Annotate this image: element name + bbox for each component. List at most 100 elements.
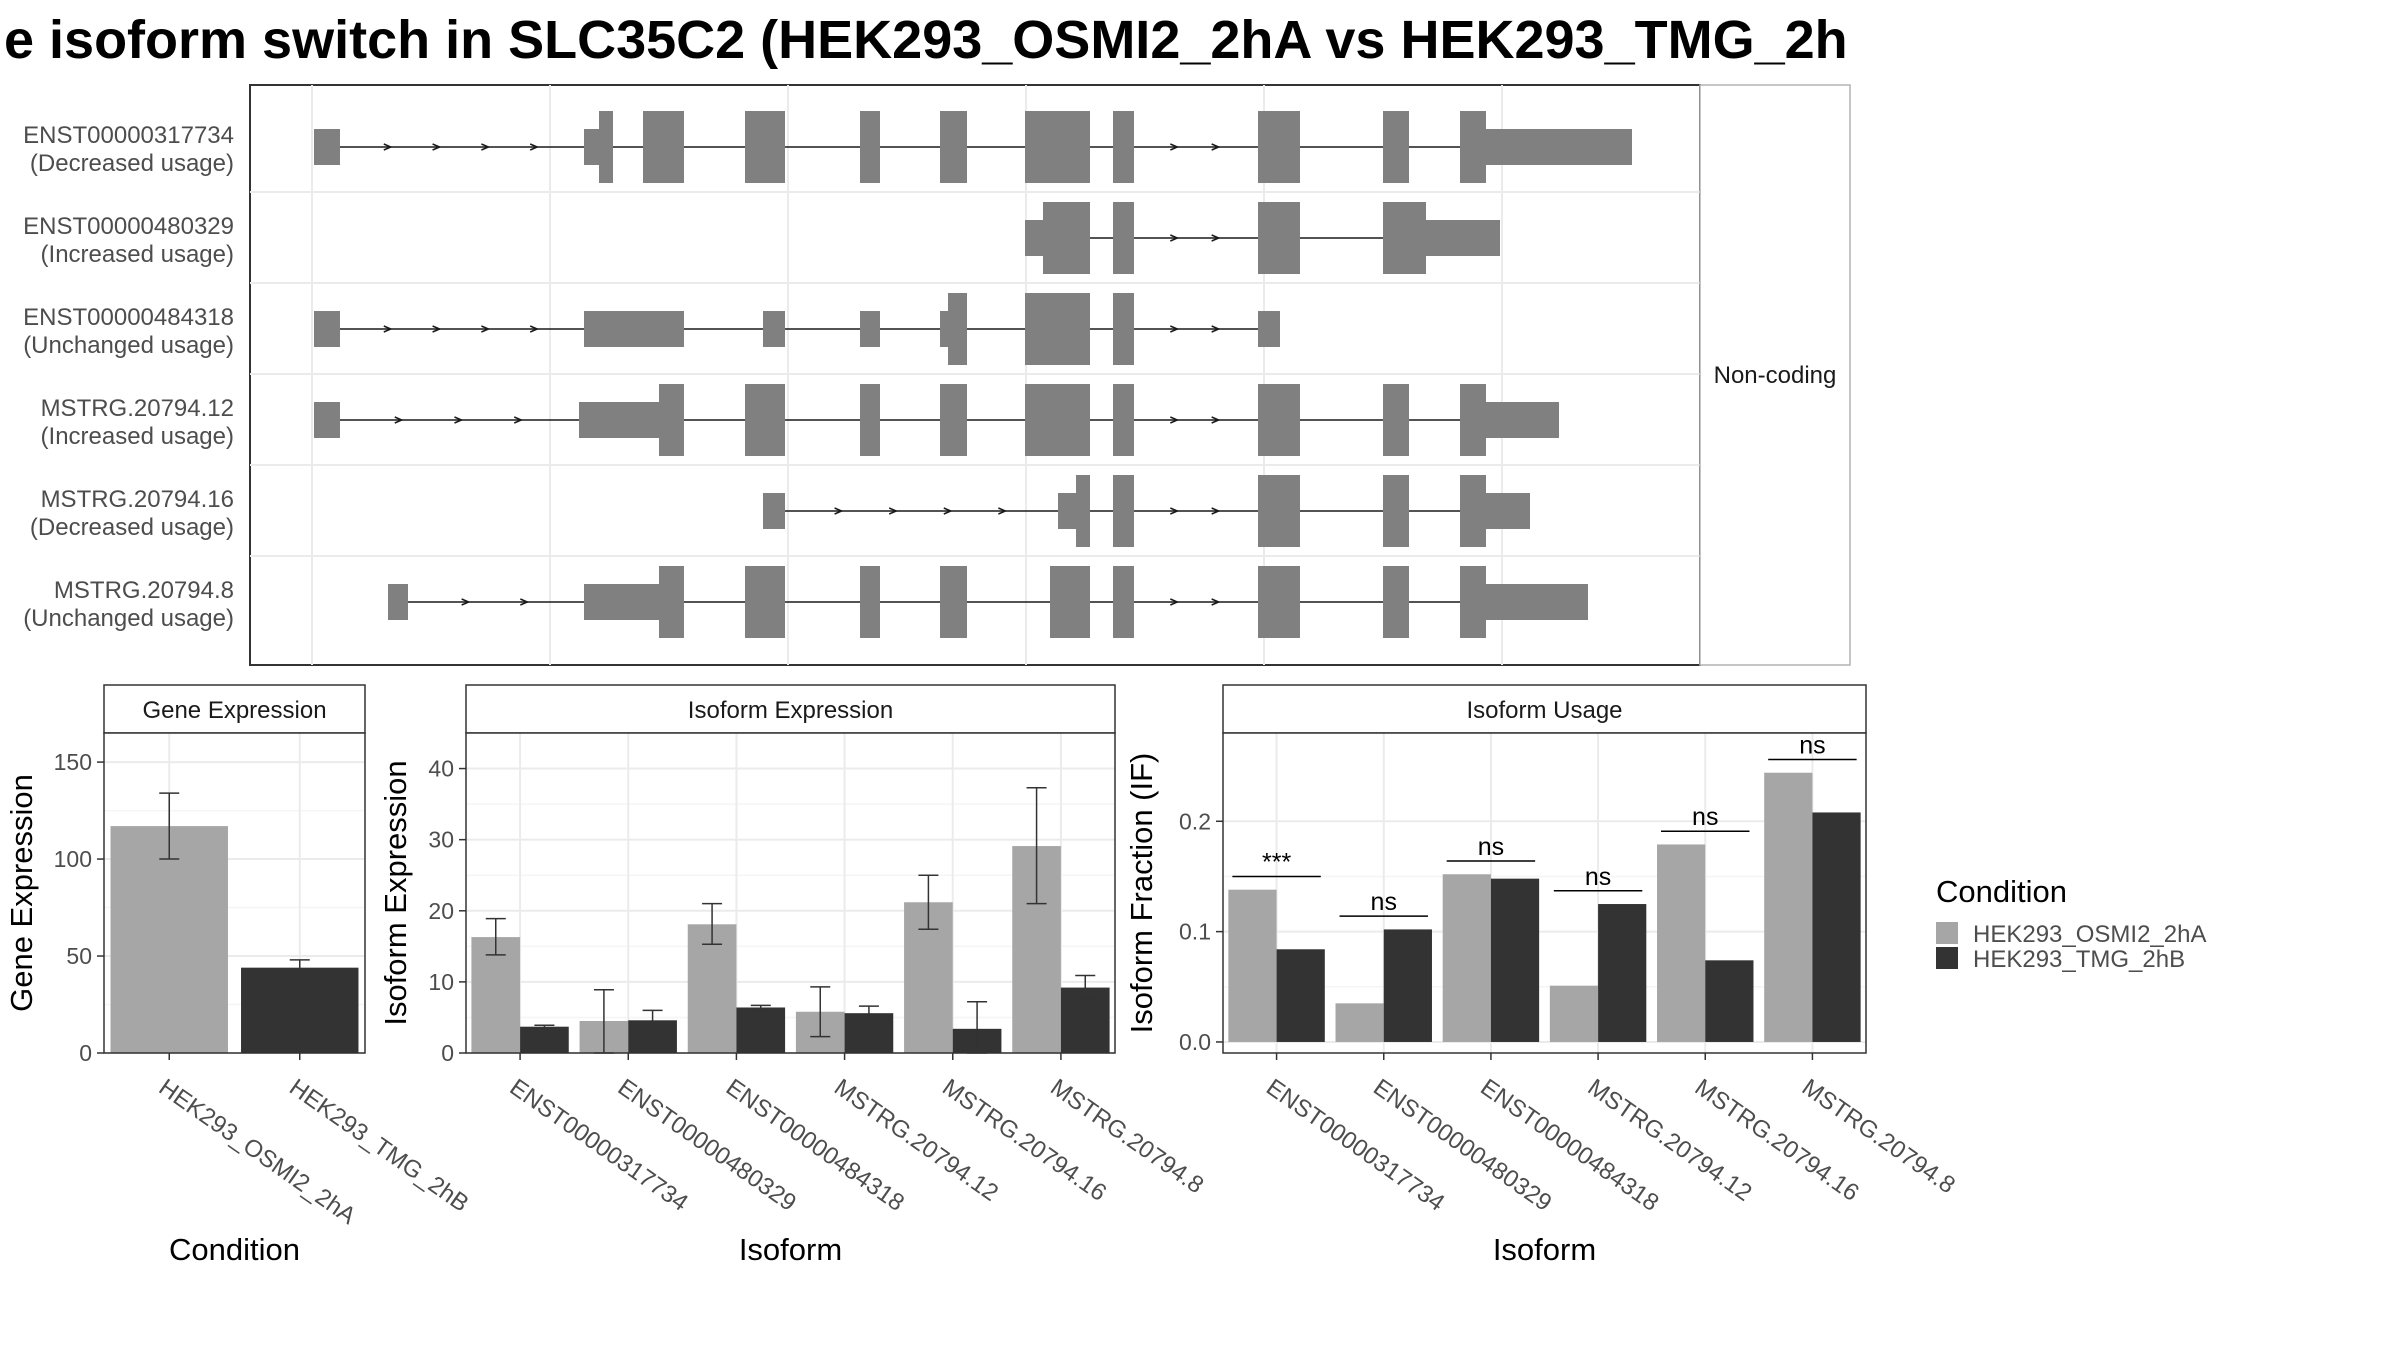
exon-block — [1113, 202, 1134, 274]
intron-arrow — [513, 416, 524, 424]
intron-arrow — [481, 325, 491, 333]
x-tick-label: ENST00000317734 — [1261, 1074, 1449, 1217]
exon-block — [1258, 475, 1300, 547]
significance-label: ns — [1692, 803, 1718, 831]
exon-block — [1383, 384, 1409, 456]
transcript-name-label: MSTRG.20794.8 — [54, 577, 234, 604]
y-tick-label: 0 — [441, 1040, 454, 1066]
exon-block — [763, 493, 785, 529]
exon-block — [1383, 111, 1409, 183]
exon-block — [1460, 475, 1486, 547]
transcript-usage-label: (Increased usage) — [41, 423, 234, 450]
exon-block — [1258, 202, 1300, 274]
panel-background — [1223, 733, 1866, 1053]
exon-block — [860, 111, 880, 183]
bar-tmg — [241, 967, 359, 1053]
transcript-structure-panel: ENST00000317734(Decreased usage)ENST0000… — [23, 84, 1851, 666]
transcript-usage-label: (Decreased usage) — [30, 514, 234, 541]
exon-block — [599, 111, 613, 183]
panel-strip — [1222, 684, 1867, 734]
panel-border — [1222, 732, 1867, 1054]
exon-block — [1460, 384, 1486, 456]
intron-arrow — [454, 416, 464, 424]
intron-arrow — [1170, 598, 1180, 606]
intron-arrow — [394, 416, 404, 424]
intron-arrow — [998, 507, 1008, 515]
bar-osmi2 — [1764, 772, 1813, 1042]
exon-block — [584, 311, 684, 347]
intron-arrow — [383, 143, 393, 151]
plot-title: e isoform switch in SLC35C2 (HEK293_OSMI… — [4, 10, 1848, 70]
y-tick-label: 0.2 — [1179, 808, 1211, 834]
legend-title: Condition — [1936, 874, 2067, 909]
exon-block — [1383, 566, 1409, 638]
y-axis-title: Gene Expression — [4, 774, 39, 1012]
isoform-expression-panel: Isoform Expression 0 10 20 30 40 ENST000003177… — [378, 684, 1208, 1267]
x-axis-title: Isoform — [1493, 1232, 1596, 1267]
exon-block — [745, 111, 785, 183]
exon-block — [659, 384, 684, 456]
transcript-usage-label: (Decreased usage) — [30, 150, 234, 177]
y-tick-label: 0.1 — [1179, 919, 1211, 945]
bar-tmg — [1705, 960, 1754, 1042]
y-axis-title: Isoform Expression — [378, 760, 413, 1025]
intron-arrow — [1170, 416, 1180, 424]
intron-arrow — [481, 143, 491, 151]
exon-block — [579, 402, 659, 438]
exon-block — [1076, 475, 1090, 547]
intron-arrow — [1211, 143, 1221, 151]
exon-block — [1426, 220, 1500, 256]
significance-label: ns — [1799, 731, 1825, 759]
exon-block — [1058, 493, 1076, 529]
legend-label-osmi2: HEK293_OSMI2_2hA — [1973, 921, 2206, 948]
intron-arrow — [520, 598, 530, 606]
exon-block — [1383, 202, 1426, 274]
exon-block — [1383, 475, 1409, 547]
exon-block — [1025, 220, 1043, 256]
y-tick-label: 0.0 — [1179, 1029, 1211, 1055]
transcript-name-label: ENST00000480329 — [23, 213, 234, 240]
transcript-name-label: MSTRG.20794.16 — [41, 486, 234, 513]
exon-block — [940, 566, 967, 638]
bar-osmi2 — [110, 826, 228, 1053]
exon-block — [1258, 566, 1300, 638]
facet-label: Non-coding — [1714, 362, 1837, 389]
panel-background — [466, 733, 1115, 1053]
panel-strip-label: Isoform Expression — [688, 697, 893, 724]
exon-block — [763, 311, 785, 347]
exon-block — [860, 311, 880, 347]
exon-block — [1258, 311, 1280, 347]
intron-arrow — [1170, 234, 1180, 242]
exon-block — [1460, 111, 1486, 183]
exon-block — [1113, 384, 1134, 456]
intron-arrow — [1170, 325, 1180, 333]
exon-block — [860, 566, 880, 638]
intron-arrow — [1211, 234, 1221, 242]
x-tick-label: ENST00000480329 — [613, 1074, 801, 1217]
exon-block — [745, 384, 785, 456]
exon-block — [1486, 493, 1530, 529]
exon-block — [1460, 566, 1486, 638]
bar-osmi2 — [1228, 889, 1277, 1042]
y-tick-label: 150 — [54, 749, 92, 775]
exon-block — [584, 129, 599, 165]
exon-block — [1486, 129, 1632, 165]
intron-arrow — [529, 143, 540, 151]
panel-border — [465, 732, 1116, 1054]
intron-arrow — [1211, 507, 1221, 515]
intron-arrow — [1211, 598, 1221, 606]
exon-block — [940, 384, 967, 456]
bar-osmi2 — [1657, 844, 1706, 1042]
transcript-name-label: ENST00000317734 — [23, 122, 234, 149]
significance-label: ns — [1371, 888, 1397, 916]
bar-osmi2 — [1549, 985, 1599, 1042]
y-tick-label: 40 — [428, 756, 454, 782]
legend-swatch-osmi2 — [1936, 922, 1958, 944]
exon-block — [1113, 111, 1134, 183]
exon-block — [1113, 566, 1134, 638]
panel-strip-label: Isoform Usage — [1466, 697, 1622, 724]
transcript-usage-label: (Unchanged usage) — [23, 332, 234, 359]
intron-arrow — [943, 507, 953, 515]
